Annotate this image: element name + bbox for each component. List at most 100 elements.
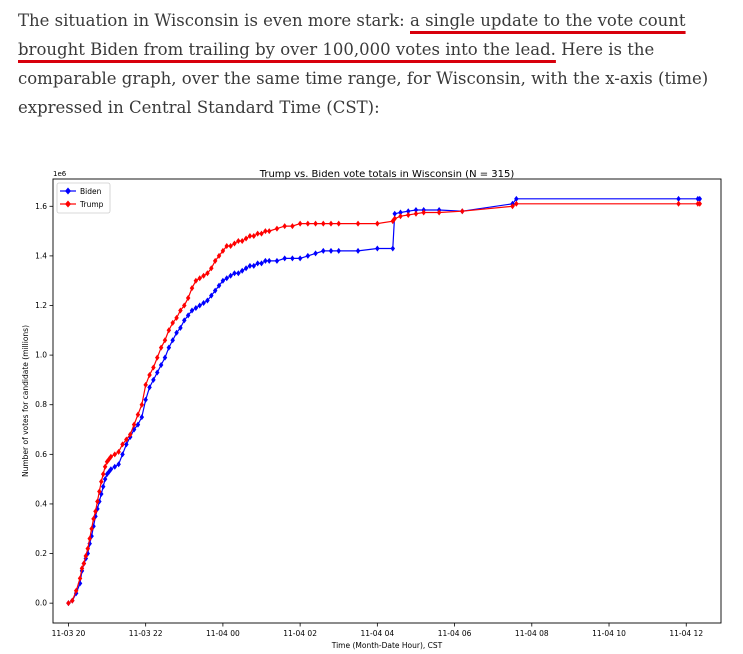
data-point-biden: [220, 277, 226, 284]
data-point-biden: [193, 304, 199, 311]
data-point-biden: [392, 210, 397, 217]
data-point-biden: [185, 312, 191, 319]
data-point-trump: [158, 344, 164, 351]
article-text-after: Here is the comparable graph, over the s…: [18, 40, 709, 117]
article-link[interactable]: a single update to the vote count brough…: [18, 11, 686, 59]
data-point-biden: [305, 252, 311, 259]
article-paragraph: The situation in Wisconsin is even more …: [18, 6, 733, 122]
data-point-trump: [79, 565, 85, 572]
data-point-trump: [83, 553, 89, 560]
data-point-biden: [239, 267, 245, 274]
x-tick-label: 11-04 10: [592, 629, 626, 638]
data-point-trump: [66, 600, 71, 607]
data-point-biden: [413, 207, 419, 214]
data-point-trump: [232, 240, 237, 247]
data-point-biden: [120, 451, 125, 458]
x-tick-label: 11-04 02: [283, 629, 317, 638]
data-point-trump: [99, 478, 104, 485]
data-point-trump: [405, 211, 411, 218]
data-point-biden: [224, 275, 230, 282]
data-point-biden: [112, 463, 118, 470]
data-point-trump: [282, 223, 287, 230]
x-tick-label: 11-04 06: [438, 629, 472, 638]
legend-marker-biden: [65, 187, 71, 195]
data-point-biden: [263, 257, 268, 264]
data-point-biden: [321, 247, 326, 254]
data-point-trump: [95, 498, 100, 505]
data-point-biden: [232, 270, 237, 277]
y-tick-label: 0.4: [35, 499, 47, 508]
data-point-trump: [239, 238, 245, 245]
y-tick-label: 1.0: [35, 351, 47, 360]
data-point-biden: [201, 300, 206, 307]
y-offset-label: 1e6: [53, 170, 67, 178]
data-point-biden: [102, 476, 108, 483]
data-point-trump: [375, 220, 380, 227]
data-point-trump: [510, 203, 515, 210]
data-point-biden: [182, 317, 187, 324]
data-point-biden: [243, 265, 249, 272]
data-point-biden: [228, 272, 233, 279]
data-point-trump: [255, 230, 260, 237]
data-point-biden: [139, 414, 145, 421]
data-point-biden: [375, 245, 380, 252]
y-axis-ticks: 0.0 0.2 0.4 0.6 0.8 1.0 1.2 1.4 1.6: [35, 202, 53, 608]
data-point-trump: [73, 587, 79, 594]
data-point-biden: [108, 466, 114, 473]
article-text-before: The situation in Wisconsin is even more …: [18, 11, 410, 30]
data-point-trump: [178, 307, 183, 314]
data-point-trump: [224, 242, 230, 249]
data-point-biden: [135, 421, 141, 428]
data-point-biden: [697, 195, 703, 202]
y-tick-label: 1.6: [35, 202, 47, 211]
data-point-trump: [297, 220, 303, 227]
data-point-trump: [174, 314, 179, 321]
data-point-trump: [392, 215, 397, 222]
data-point-biden: [259, 260, 264, 267]
data-point-biden: [676, 195, 681, 202]
data-point-biden: [274, 257, 280, 264]
data-point-trump: [676, 200, 681, 207]
x-axis-label: Time (Month-Date Hour), CST: [331, 641, 443, 650]
chart-title: Trump vs. Biden vote totals in Wisconsin…: [259, 170, 515, 180]
data-point-biden: [282, 255, 287, 262]
data-point-trump: [87, 535, 92, 542]
x-tick-label: 11-04 04: [360, 629, 394, 638]
x-tick-label: 11-03 22: [129, 629, 163, 638]
data-point-trump: [93, 508, 98, 515]
data-point-biden: [209, 292, 214, 299]
y-tick-label: 1.2: [35, 301, 47, 310]
data-point-biden: [247, 262, 253, 269]
data-point-trump: [251, 233, 257, 240]
data-point-biden: [178, 324, 183, 331]
data-point-biden: [390, 245, 396, 252]
data-point-biden: [398, 209, 403, 216]
data-point-trump: [135, 411, 141, 418]
legend-label-trump: Trump: [79, 200, 104, 209]
data-point-trump: [220, 247, 226, 254]
data-point-trump: [77, 575, 83, 582]
data-point-trump: [313, 220, 318, 227]
data-point-biden: [143, 396, 148, 403]
data-point-trump: [201, 272, 206, 279]
x-tick-label: 11-04 00: [206, 629, 240, 638]
data-point-trump: [460, 208, 465, 215]
data-point-biden: [328, 247, 334, 254]
data-point-trump: [162, 337, 168, 344]
data-point-biden: [313, 250, 318, 257]
y-tick-label: 0.2: [35, 549, 47, 558]
legend: Biden Trump: [56, 182, 111, 214]
data-point-trump: [336, 220, 341, 227]
data-point-trump: [155, 354, 160, 361]
data-point-trump: [97, 488, 102, 495]
data-point-biden: [212, 287, 218, 294]
y-tick-label: 0.0: [35, 599, 47, 608]
data-point-trump: [89, 525, 94, 532]
data-point-biden: [166, 344, 172, 351]
data-point-biden: [174, 329, 179, 336]
data-point-trump: [697, 200, 703, 207]
data-point-trump: [112, 451, 118, 458]
data-point-trump: [290, 223, 295, 230]
data-point-trump: [355, 220, 361, 227]
data-point-trump: [182, 302, 187, 309]
